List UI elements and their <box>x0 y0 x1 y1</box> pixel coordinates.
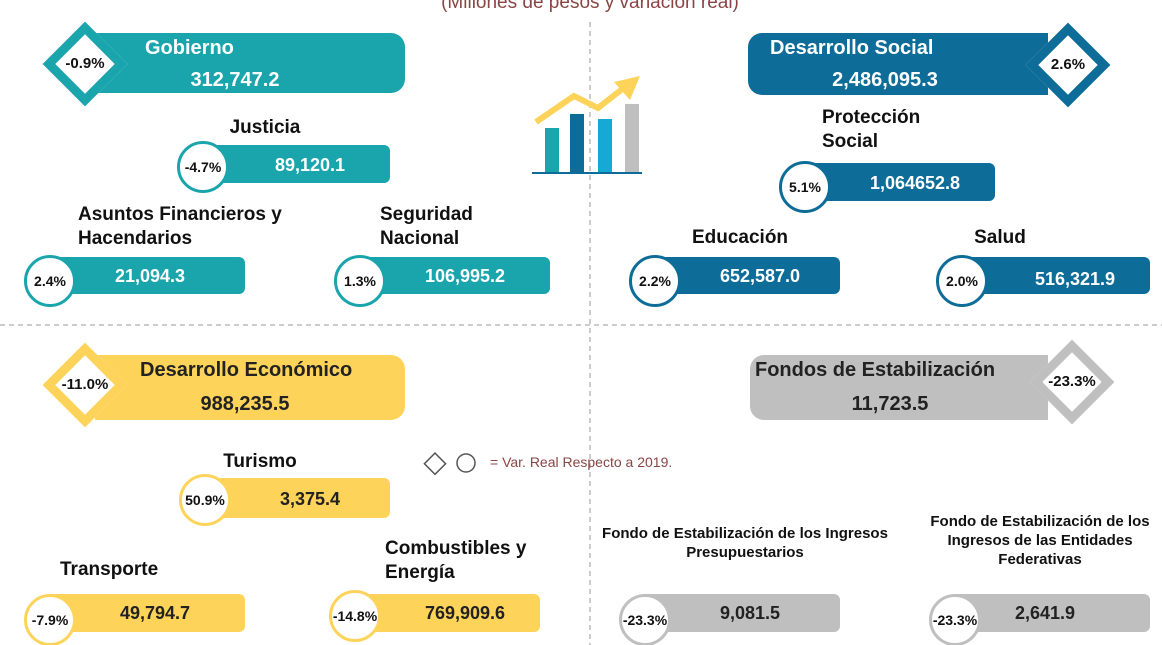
group-value: 988,235.5 <box>200 393 290 415</box>
change-text: -0.9% <box>65 55 105 72</box>
item-bar <box>360 594 540 632</box>
change-circle <box>619 594 671 645</box>
item-label: Transporte <box>60 559 159 580</box>
change-text: -14.8% <box>332 608 378 624</box>
change-text: 2.0% <box>946 273 978 289</box>
item-value: 769,909.6 <box>424 603 506 623</box>
change-text: 2.4% <box>34 273 66 289</box>
item-bar <box>360 257 550 294</box>
item-value: 49,794.7 <box>119 603 191 623</box>
item-value: 516,321.9 <box>1034 269 1116 289</box>
group-title: Desarrollo Económico <box>140 359 353 381</box>
item-bar <box>50 257 245 294</box>
subtitle: (Millones de pesos y variación real) <box>441 0 739 13</box>
item-bar <box>205 145 390 183</box>
change-text: -23.3% <box>932 612 978 628</box>
item-value: 3,375.4 <box>279 489 341 509</box>
item-label: Salud <box>974 227 1026 248</box>
group-value: 2,486,095.3 <box>832 69 938 91</box>
legend-icons <box>423 452 476 476</box>
group-bar <box>95 355 405 420</box>
item-value: 106,995.2 <box>424 266 506 286</box>
item-bar <box>965 257 1150 294</box>
change-text: -11.0% <box>61 376 109 393</box>
item-label: Seguridad Nacional <box>380 204 473 249</box>
change-circle <box>24 594 76 645</box>
change-circle <box>177 141 229 193</box>
item-bar <box>810 163 995 201</box>
item-bar <box>655 257 840 294</box>
change-text: -23.3% <box>1048 373 1096 390</box>
item-label: Turismo <box>223 451 297 472</box>
item-value: 89,120.1 <box>274 155 346 175</box>
item-label: Protección Social <box>822 107 921 152</box>
item-value: 21,094.3 <box>114 266 186 286</box>
change-text: 1.3% <box>344 273 376 289</box>
change-circle <box>779 161 831 213</box>
item-value: 1,064652.8 <box>869 173 961 193</box>
item-bar <box>645 594 840 632</box>
item-value: 652,587.0 <box>719 266 801 286</box>
group-bar <box>748 33 1048 95</box>
item-value: 2,641.9 <box>1014 603 1076 623</box>
item-value: 9,081.5 <box>719 603 781 623</box>
group-value: 312,747.2 <box>190 69 280 91</box>
item-label: Justicia <box>229 117 301 138</box>
group-title: Fondos de Estabilización <box>755 359 996 381</box>
item-label: Asuntos Financieros y Hacendarios <box>78 204 282 249</box>
item-bar <box>50 594 245 632</box>
change-circle <box>179 474 231 526</box>
change-text: 50.9% <box>185 492 225 508</box>
change-circle <box>929 594 981 645</box>
item-bar <box>205 478 390 518</box>
change-text: 2.2% <box>639 273 671 289</box>
change-text: -4.7% <box>184 159 222 175</box>
change-text: 5.1% <box>789 179 821 195</box>
change-circle <box>936 255 988 307</box>
item-bar <box>955 594 1150 632</box>
item-label: Combustibles y Energía <box>385 538 527 583</box>
change-circle <box>24 255 76 307</box>
group-title: Gobierno <box>145 37 234 59</box>
item-label: Fondo de Estabilización de los Ingresos … <box>602 525 888 561</box>
legend-text: = Var. Real Respecto a 2019. <box>490 454 673 470</box>
group-value: 11,723.5 <box>851 393 929 415</box>
change-text: 2.6% <box>1050 56 1086 73</box>
change-text: -7.9% <box>31 612 69 628</box>
group-bar <box>95 33 405 93</box>
change-text: -23.3% <box>622 612 668 628</box>
item-label: Educación <box>691 227 789 248</box>
change-circle <box>629 255 681 307</box>
group-title: Desarrollo Social <box>770 37 934 59</box>
item-label: Fondo de Estabilización de los Ingresos … <box>930 513 1150 568</box>
group-bar <box>750 355 1048 420</box>
change-circle <box>334 255 386 307</box>
change-circle <box>329 590 381 642</box>
chart-icon <box>532 76 642 174</box>
